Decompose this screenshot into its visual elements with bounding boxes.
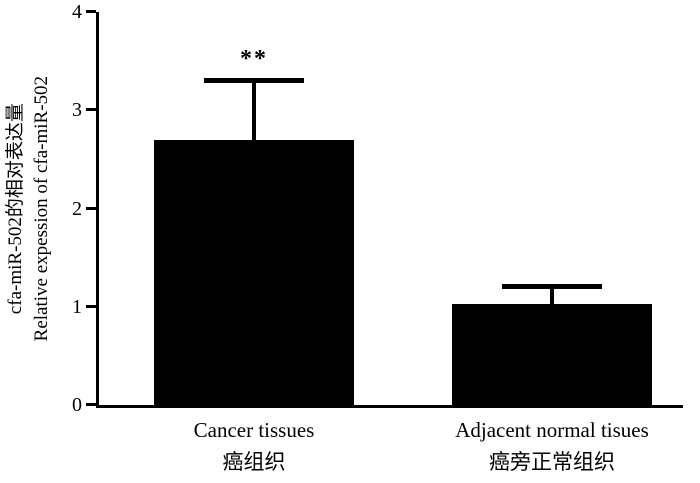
y-tick-mark bbox=[86, 403, 96, 406]
y-axis-label-text: cfa-miR-502的相对表达量 Relative expession of … bbox=[3, 76, 54, 341]
error-bar-cap bbox=[502, 284, 602, 290]
y-axis-label-en: Relative expession of cfa-miR-502 bbox=[31, 75, 52, 342]
y-axis-label-zh: cfa-miR-502的相对表达量 bbox=[5, 102, 27, 315]
y-tick-mark bbox=[86, 10, 96, 13]
y-tick-label: 2 bbox=[72, 197, 82, 220]
error-bar-stem bbox=[550, 287, 554, 304]
x-tick-label-en: Cancer tissues bbox=[193, 418, 315, 442]
significance-marker: ** bbox=[240, 45, 268, 72]
x-tick-label-zh: 癌组织 bbox=[222, 449, 286, 474]
y-tick-label: 0 bbox=[72, 394, 82, 416]
y-axis-label: cfa-miR-502的相对表达量 Relative expession of … bbox=[0, 12, 58, 405]
error-bar-stem bbox=[252, 80, 256, 140]
bar bbox=[154, 139, 354, 405]
x-tick-label: Adjacent normal tisues 癌旁正常组织 bbox=[382, 415, 700, 478]
y-tick-label: 1 bbox=[72, 295, 82, 318]
y-tick-mark bbox=[86, 206, 96, 210]
y-tick-label: 4 bbox=[72, 1, 82, 23]
y-tick-label: 3 bbox=[72, 99, 82, 122]
y-tick-mark bbox=[86, 108, 96, 112]
y-axis-tick-labels: 0 1 2 3 4 bbox=[58, 2, 84, 415]
bar bbox=[452, 303, 652, 405]
x-tick-label-zh: 癌旁正常组织 bbox=[489, 449, 615, 474]
x-tick-label: Cancer tissues 癌组织 bbox=[84, 415, 424, 478]
y-tick-mark bbox=[86, 304, 96, 308]
error-bar-cap bbox=[204, 77, 304, 83]
x-tick-label-en: Adjacent normal tisues bbox=[455, 418, 649, 442]
plot-area: ** Cancer tissues 癌组织 Adjacent normal tisue… bbox=[86, 10, 683, 474]
